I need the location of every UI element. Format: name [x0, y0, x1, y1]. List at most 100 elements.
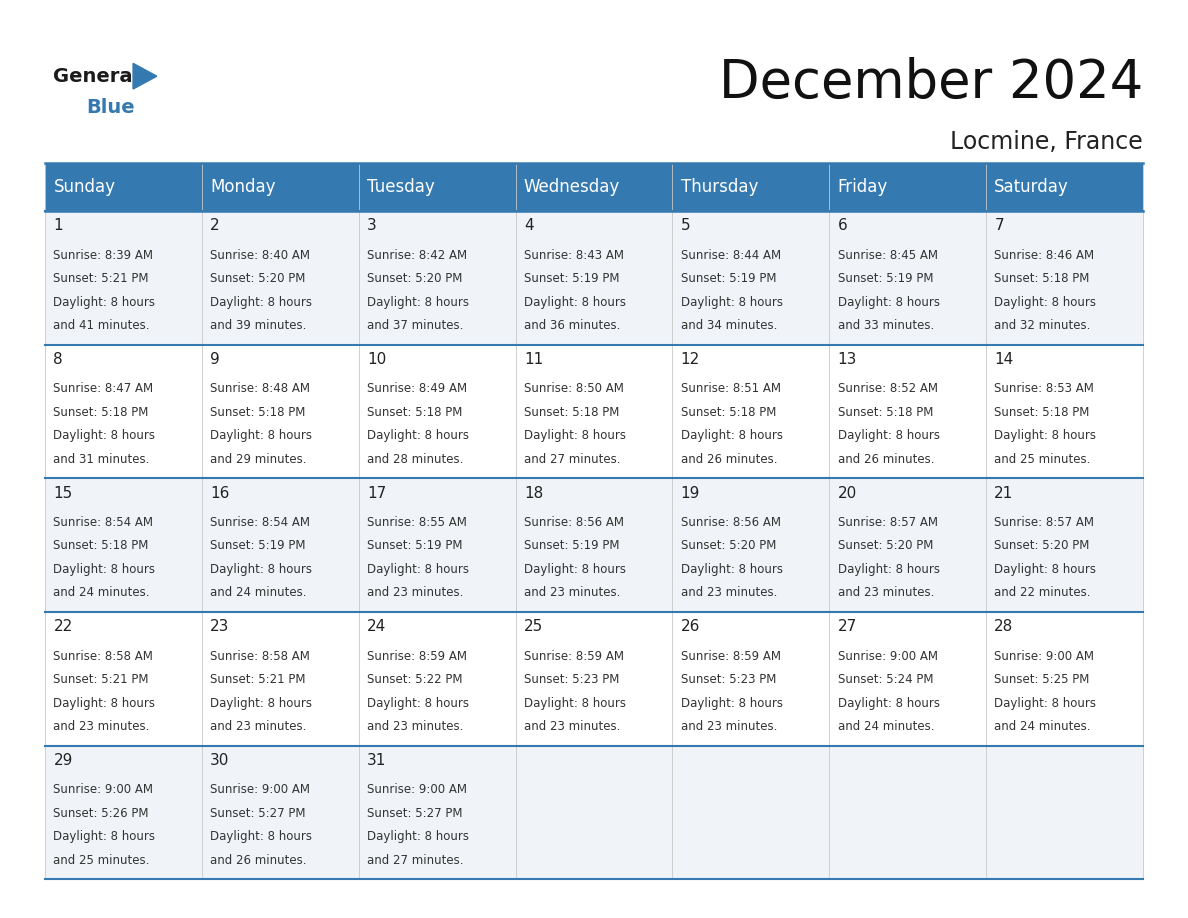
Text: Sunrise: 9:00 AM: Sunrise: 9:00 AM — [210, 783, 310, 797]
Text: Sunset: 5:19 PM: Sunset: 5:19 PM — [524, 540, 619, 553]
Text: Sunrise: 9:00 AM: Sunrise: 9:00 AM — [367, 783, 467, 797]
Text: and 26 minutes.: and 26 minutes. — [838, 453, 934, 465]
Text: Sunset: 5:26 PM: Sunset: 5:26 PM — [53, 807, 148, 820]
Text: Thursday: Thursday — [681, 178, 758, 196]
Bar — [45, 345, 1143, 478]
Text: Daylight: 8 hours: Daylight: 8 hours — [53, 430, 156, 442]
Text: and 23 minutes.: and 23 minutes. — [681, 720, 777, 733]
Text: Sunrise: 9:00 AM: Sunrise: 9:00 AM — [994, 650, 1094, 663]
Text: Daylight: 8 hours: Daylight: 8 hours — [524, 430, 626, 442]
Text: Sunset: 5:24 PM: Sunset: 5:24 PM — [838, 673, 933, 686]
Bar — [45, 163, 1143, 211]
Text: and 23 minutes.: and 23 minutes. — [681, 587, 777, 599]
Text: Sunday: Sunday — [53, 178, 115, 196]
Text: and 22 minutes.: and 22 minutes. — [994, 587, 1091, 599]
Text: 25: 25 — [524, 620, 543, 634]
Text: Daylight: 8 hours: Daylight: 8 hours — [210, 430, 312, 442]
Text: December 2024: December 2024 — [719, 57, 1143, 108]
Text: Sunset: 5:21 PM: Sunset: 5:21 PM — [53, 673, 148, 686]
Text: Sunset: 5:20 PM: Sunset: 5:20 PM — [681, 540, 776, 553]
Text: Daylight: 8 hours: Daylight: 8 hours — [838, 430, 940, 442]
Text: Daylight: 8 hours: Daylight: 8 hours — [367, 563, 469, 576]
Text: Sunset: 5:18 PM: Sunset: 5:18 PM — [838, 406, 933, 419]
Text: and 24 minutes.: and 24 minutes. — [210, 587, 307, 599]
Text: Sunset: 5:18 PM: Sunset: 5:18 PM — [524, 406, 619, 419]
Text: and 25 minutes.: and 25 minutes. — [994, 453, 1091, 465]
Text: 15: 15 — [53, 486, 72, 501]
Text: Daylight: 8 hours: Daylight: 8 hours — [367, 296, 469, 308]
Text: Daylight: 8 hours: Daylight: 8 hours — [524, 697, 626, 710]
Text: 22: 22 — [53, 620, 72, 634]
Text: 24: 24 — [367, 620, 386, 634]
Text: 31: 31 — [367, 753, 386, 768]
Text: Daylight: 8 hours: Daylight: 8 hours — [838, 563, 940, 576]
Text: Sunset: 5:22 PM: Sunset: 5:22 PM — [367, 673, 462, 686]
Text: Daylight: 8 hours: Daylight: 8 hours — [524, 563, 626, 576]
Text: and 29 minutes.: and 29 minutes. — [210, 453, 307, 465]
Text: 20: 20 — [838, 486, 857, 501]
Text: and 23 minutes.: and 23 minutes. — [367, 720, 463, 733]
Text: Sunrise: 8:49 AM: Sunrise: 8:49 AM — [367, 383, 467, 396]
Text: Sunrise: 8:57 AM: Sunrise: 8:57 AM — [838, 516, 937, 529]
Text: Sunset: 5:20 PM: Sunset: 5:20 PM — [838, 540, 933, 553]
Text: and 39 minutes.: and 39 minutes. — [210, 319, 307, 332]
Text: Sunset: 5:19 PM: Sunset: 5:19 PM — [524, 272, 619, 285]
Text: Daylight: 8 hours: Daylight: 8 hours — [210, 830, 312, 844]
Text: Saturday: Saturday — [994, 178, 1069, 196]
Text: Sunrise: 8:58 AM: Sunrise: 8:58 AM — [53, 650, 153, 663]
Text: Daylight: 8 hours: Daylight: 8 hours — [524, 296, 626, 308]
Text: Sunrise: 8:59 AM: Sunrise: 8:59 AM — [524, 650, 624, 663]
Text: Sunset: 5:18 PM: Sunset: 5:18 PM — [367, 406, 462, 419]
Text: Sunset: 5:20 PM: Sunset: 5:20 PM — [210, 272, 305, 285]
Text: and 23 minutes.: and 23 minutes. — [838, 587, 934, 599]
Text: and 25 minutes.: and 25 minutes. — [53, 854, 150, 867]
Text: Sunset: 5:27 PM: Sunset: 5:27 PM — [367, 807, 462, 820]
Bar — [45, 478, 1143, 612]
Text: Daylight: 8 hours: Daylight: 8 hours — [994, 296, 1097, 308]
Text: and 23 minutes.: and 23 minutes. — [524, 720, 620, 733]
Text: Sunrise: 8:54 AM: Sunrise: 8:54 AM — [210, 516, 310, 529]
Text: Blue: Blue — [87, 98, 135, 117]
Bar — [45, 612, 1143, 745]
Text: 26: 26 — [681, 620, 700, 634]
Text: Sunrise: 8:55 AM: Sunrise: 8:55 AM — [367, 516, 467, 529]
Text: Sunrise: 8:54 AM: Sunrise: 8:54 AM — [53, 516, 153, 529]
Text: Sunrise: 8:48 AM: Sunrise: 8:48 AM — [210, 383, 310, 396]
Text: Sunset: 5:23 PM: Sunset: 5:23 PM — [681, 673, 776, 686]
Text: and 24 minutes.: and 24 minutes. — [53, 587, 150, 599]
Text: 30: 30 — [210, 753, 229, 768]
Bar — [45, 211, 1143, 345]
Text: and 28 minutes.: and 28 minutes. — [367, 453, 463, 465]
Text: Daylight: 8 hours: Daylight: 8 hours — [994, 697, 1097, 710]
Text: 28: 28 — [994, 620, 1013, 634]
Text: 16: 16 — [210, 486, 229, 501]
Text: Sunset: 5:21 PM: Sunset: 5:21 PM — [210, 673, 305, 686]
Text: Sunset: 5:19 PM: Sunset: 5:19 PM — [210, 540, 305, 553]
Text: and 24 minutes.: and 24 minutes. — [994, 720, 1091, 733]
Text: 4: 4 — [524, 218, 533, 233]
Text: Sunrise: 8:43 AM: Sunrise: 8:43 AM — [524, 249, 624, 262]
Text: 1: 1 — [53, 218, 63, 233]
Text: Sunset: 5:18 PM: Sunset: 5:18 PM — [994, 272, 1089, 285]
Text: Sunrise: 8:57 AM: Sunrise: 8:57 AM — [994, 516, 1094, 529]
Text: Sunset: 5:18 PM: Sunset: 5:18 PM — [210, 406, 305, 419]
Text: 3: 3 — [367, 218, 377, 233]
Text: 8: 8 — [53, 353, 63, 367]
Text: 5: 5 — [681, 218, 690, 233]
Text: Daylight: 8 hours: Daylight: 8 hours — [994, 563, 1097, 576]
Text: 2: 2 — [210, 218, 220, 233]
Text: 7: 7 — [994, 218, 1004, 233]
Text: and 23 minutes.: and 23 minutes. — [210, 720, 307, 733]
Text: Daylight: 8 hours: Daylight: 8 hours — [53, 563, 156, 576]
Text: Daylight: 8 hours: Daylight: 8 hours — [994, 430, 1097, 442]
Text: and 27 minutes.: and 27 minutes. — [367, 854, 463, 867]
Text: Sunrise: 9:00 AM: Sunrise: 9:00 AM — [838, 650, 937, 663]
Text: Sunrise: 8:40 AM: Sunrise: 8:40 AM — [210, 249, 310, 262]
Text: Sunrise: 8:42 AM: Sunrise: 8:42 AM — [367, 249, 467, 262]
Text: Daylight: 8 hours: Daylight: 8 hours — [53, 830, 156, 844]
Text: Sunrise: 8:59 AM: Sunrise: 8:59 AM — [681, 650, 781, 663]
Text: 29: 29 — [53, 753, 72, 768]
Text: Daylight: 8 hours: Daylight: 8 hours — [681, 296, 783, 308]
Text: Sunset: 5:25 PM: Sunset: 5:25 PM — [994, 673, 1089, 686]
Text: Daylight: 8 hours: Daylight: 8 hours — [681, 430, 783, 442]
